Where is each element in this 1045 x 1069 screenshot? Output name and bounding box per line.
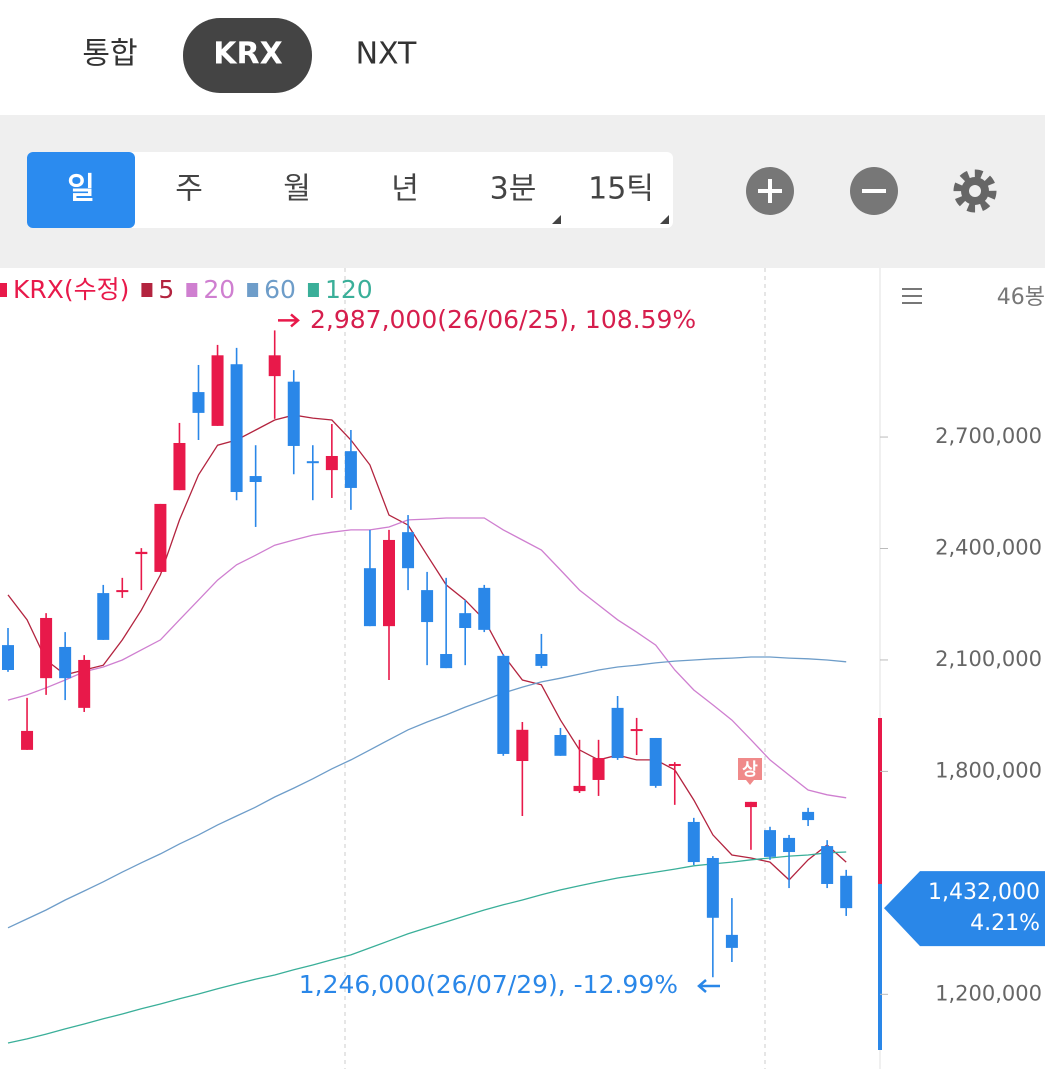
candle-body	[116, 590, 129, 593]
candle-body	[78, 659, 91, 708]
moving-average	[7, 851, 847, 1044]
candle-body	[21, 730, 34, 750]
moving-average	[7, 656, 847, 929]
settings[interactable]	[953, 169, 997, 213]
candle-body	[154, 503, 167, 572]
candle-body	[764, 830, 776, 857]
badge: 상	[738, 758, 762, 785]
y-tick-label: 2,700,000	[935, 424, 1042, 448]
annotation-max: 2,987,000(26/06/25), 108.59%	[310, 305, 696, 334]
candle-body	[649, 737, 662, 786]
current-price-box	[884, 871, 1045, 947]
period-button[interactable]: 15틱	[588, 172, 654, 207]
candle-body	[363, 568, 376, 627]
menu-icon[interactable]	[902, 288, 922, 304]
candle-body	[230, 364, 243, 493]
current-change: 4.21%	[970, 911, 1040, 936]
candle-body	[59, 646, 72, 679]
candle-body	[687, 821, 700, 863]
candle-body	[421, 590, 434, 623]
moving-average	[7, 414, 847, 881]
candle-body	[706, 857, 719, 918]
bars-count: 46봉	[997, 285, 1045, 310]
legend-label: 20	[203, 275, 235, 304]
y-tick-label: 1,800,000	[935, 758, 1042, 782]
period-button[interactable]: 일	[67, 172, 95, 207]
candle-body	[592, 758, 605, 780]
candle-body	[744, 801, 757, 808]
legend-label: 60	[264, 275, 296, 304]
candle-body	[344, 451, 357, 488]
period-group	[27, 152, 673, 228]
range-bar-down	[878, 884, 882, 1050]
current-price: 1,432,000	[928, 880, 1040, 905]
candle-body	[440, 654, 453, 669]
candle-body	[306, 461, 319, 464]
legend-swatch	[141, 283, 153, 297]
candle-body	[611, 707, 624, 759]
candle-body	[211, 355, 224, 426]
legend-label: KRX(수정)	[13, 275, 129, 304]
candle-body	[535, 654, 548, 666]
period-button[interactable]: 월	[283, 172, 311, 207]
annotation-min: 1,246,000(26/07/29), -12.99%	[299, 970, 678, 999]
candle-body	[40, 617, 53, 679]
legend-label: 5	[158, 275, 174, 304]
period-button[interactable]: 주	[175, 172, 203, 207]
candle-body	[821, 846, 834, 884]
tab-selected-bg[interactable]	[183, 18, 312, 93]
moving-average	[7, 517, 847, 799]
candle-body	[97, 593, 110, 640]
candle-body	[249, 476, 262, 482]
candle-body	[668, 763, 681, 766]
candle-body	[2, 645, 14, 670]
candle-body	[383, 539, 395, 627]
y-tick-label: 2,100,000	[935, 647, 1042, 671]
period-selected-bg[interactable]	[27, 152, 135, 228]
candle-body	[402, 532, 415, 569]
annotation-arrow	[697, 979, 720, 993]
annotation-arrow	[278, 313, 300, 328]
candle-body	[497, 655, 510, 754]
candle-body	[173, 442, 186, 491]
badge-text: 상	[742, 760, 758, 780]
candle-body	[802, 811, 815, 821]
candle-body	[554, 735, 567, 756]
period-button[interactable]: 년	[391, 172, 419, 207]
period-button[interactable]: 3분	[490, 172, 537, 207]
candle-body	[478, 587, 491, 630]
candle-body	[516, 729, 529, 762]
legend-swatch	[307, 283, 319, 297]
candle-body	[783, 837, 796, 853]
tab[interactable]: 통합	[82, 37, 137, 72]
legend-label: 120	[325, 275, 373, 304]
range-bar-up	[878, 718, 882, 884]
candle-body	[573, 785, 586, 792]
legend-swatch	[0, 283, 7, 297]
candle-body	[268, 355, 281, 377]
candle-body	[459, 613, 472, 629]
candle-body	[630, 729, 643, 732]
tab[interactable]: KRX	[213, 37, 282, 72]
plus-icon	[758, 179, 782, 203]
candle-body	[192, 392, 205, 413]
candle-body	[287, 381, 300, 446]
legend-swatch	[186, 283, 198, 297]
y-tick-label: 2,400,000	[935, 535, 1042, 559]
candle-body	[135, 551, 148, 555]
tab[interactable]: NXT	[356, 37, 417, 72]
legend-swatch	[247, 283, 259, 297]
candle-body	[325, 455, 338, 471]
candle-body	[840, 875, 853, 909]
y-tick-label: 1,200,000	[935, 981, 1042, 1005]
candle-body	[725, 934, 738, 948]
